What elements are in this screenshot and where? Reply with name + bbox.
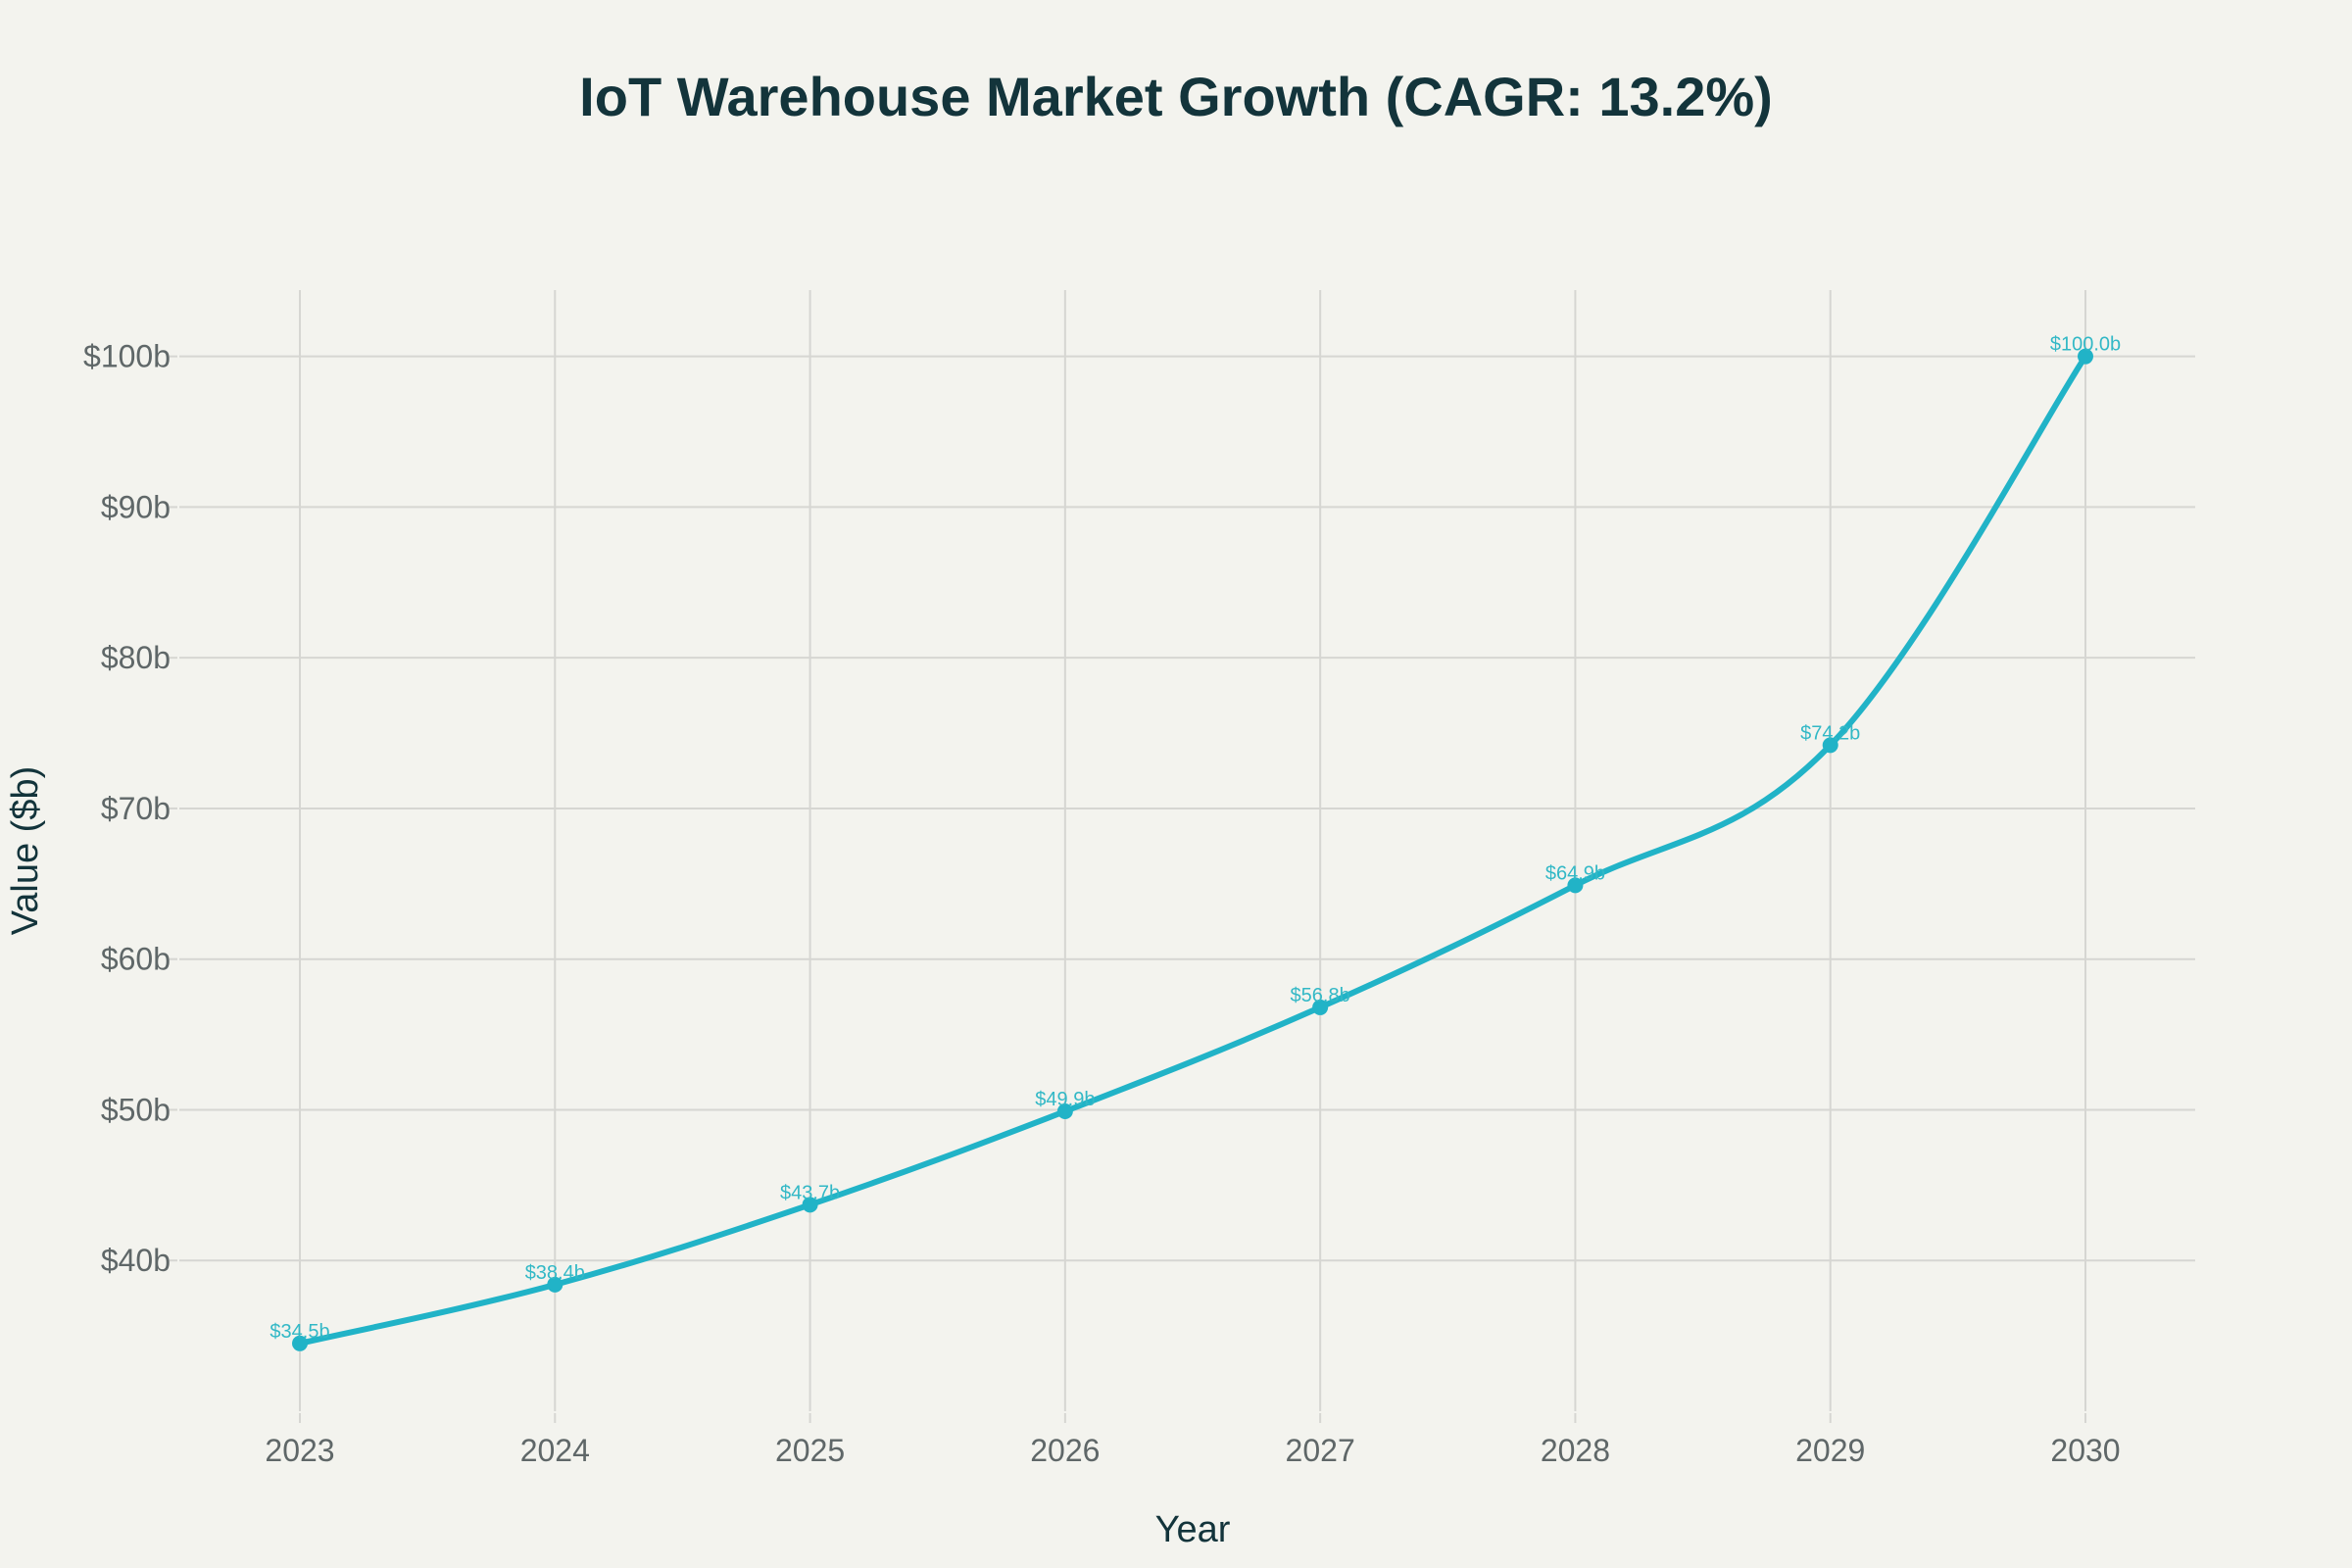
x-tick-label: 2028 — [1541, 1433, 1610, 1468]
data-point — [2078, 348, 2093, 365]
series-market-value — [292, 348, 2093, 1351]
data-label: $56.8b — [1291, 985, 1350, 1006]
data-point — [1822, 737, 1838, 754]
x-tick-label: 2025 — [775, 1433, 845, 1468]
y-tick-label: $60b — [101, 942, 171, 977]
x-tick-label: 2027 — [1286, 1433, 1355, 1468]
y-axis-title: Value ($b) — [5, 766, 46, 936]
data-point — [802, 1197, 818, 1213]
data-label: $64.9b — [1545, 862, 1605, 884]
x-axis-title: Year — [1155, 1509, 1231, 1550]
y-tick-label: $50b — [101, 1092, 171, 1127]
data-point — [1312, 999, 1329, 1015]
data-point — [547, 1276, 564, 1293]
chart-title: IoT Warehouse Market Growth (CAGR: 13.2%… — [579, 66, 1773, 127]
y-axis: $40b $50b $60b $70b $80b $90b $100b — [83, 339, 177, 1278]
data-label: $38.4b — [525, 1262, 585, 1284]
data-point — [1567, 877, 1584, 894]
data-label: $100.0b — [2050, 334, 2121, 356]
data-label: $34.5b — [270, 1321, 329, 1343]
x-tick-label: 2030 — [2050, 1433, 2120, 1468]
data-label: $43.7b — [780, 1182, 840, 1203]
y-tick-label: $90b — [101, 489, 171, 524]
y-tick-label: $100b — [83, 339, 171, 374]
y-tick-label: $40b — [101, 1243, 171, 1278]
x-tick-label: 2026 — [1030, 1433, 1100, 1468]
x-axis: 2023 2024 2025 2026 2027 2028 2029 2030 — [265, 1413, 2121, 1468]
y-tick-label: $70b — [101, 791, 171, 826]
data-label: $74.2b — [1800, 722, 1860, 744]
y-tick-label: $80b — [101, 640, 171, 675]
data-point — [1056, 1103, 1073, 1120]
grid — [179, 290, 2195, 1411]
data-labels: $34.5b $38.4b $43.7b $49.9b $56.8b $64.9b $74.… — [270, 334, 2121, 1343]
data-label: $49.9b — [1035, 1089, 1095, 1110]
series-line — [297, 353, 2088, 1347]
x-tick-label: 2023 — [265, 1433, 334, 1468]
x-tick-label: 2029 — [1795, 1433, 1865, 1468]
x-tick-label: 2024 — [520, 1433, 590, 1468]
data-point — [292, 1335, 308, 1351]
